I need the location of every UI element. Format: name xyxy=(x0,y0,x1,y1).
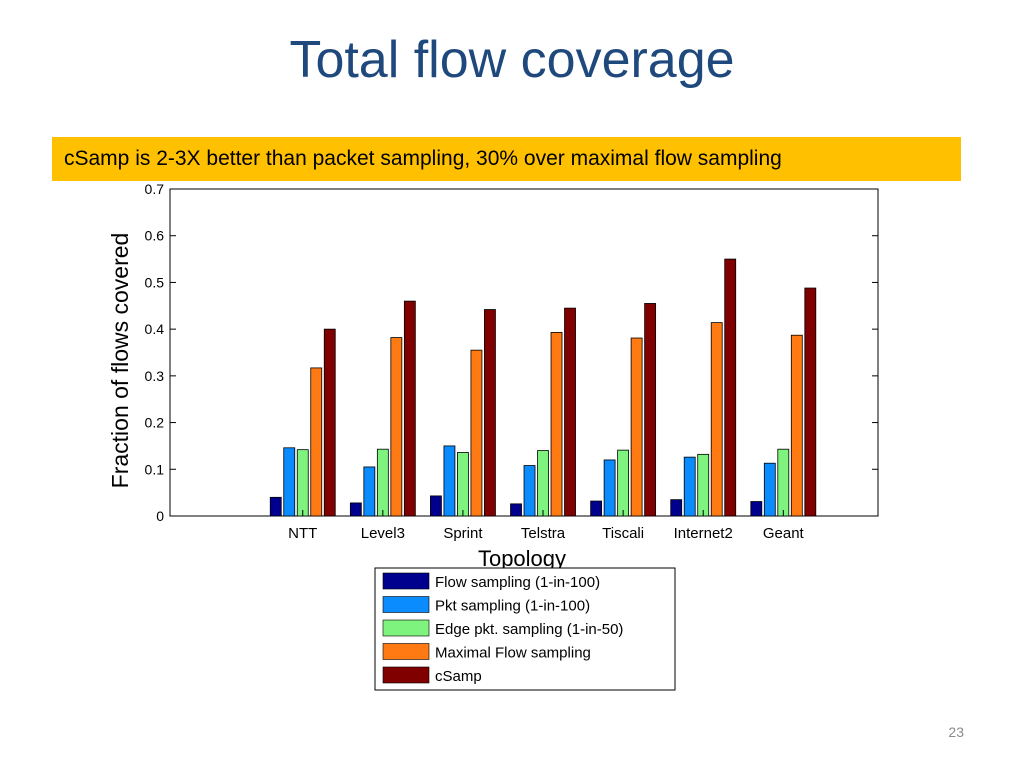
bar-tiscali-4 xyxy=(630,337,643,517)
bar-sprint-5 xyxy=(484,309,496,517)
bar-ntt-2 xyxy=(283,447,296,517)
y-tick-label: 0.6 xyxy=(145,228,165,244)
bar-level3-2 xyxy=(363,466,376,517)
bar-tiscali-2 xyxy=(603,459,616,517)
bar-sprint-2 xyxy=(443,445,456,517)
bar-ntt-5 xyxy=(323,328,336,517)
legend-swatch xyxy=(382,619,430,637)
y-tick-label: 0.1 xyxy=(145,461,165,477)
bar-telstra-4 xyxy=(550,332,563,517)
bar-ntt-1 xyxy=(269,496,282,517)
legend-label: cSamp xyxy=(435,668,482,685)
bar-internet2-3 xyxy=(697,453,710,517)
y-axis-label: Fraction of flows covered xyxy=(107,233,133,489)
bar-geant-5 xyxy=(804,287,817,517)
bar-internet2-4 xyxy=(710,322,723,517)
legend-swatch xyxy=(382,572,430,590)
x-tick-label: Telstra xyxy=(521,525,566,542)
page-number: 23 xyxy=(948,724,964,740)
legend-swatch xyxy=(382,596,430,613)
y-tick-label: 0.4 xyxy=(145,321,165,337)
legend-swatch xyxy=(382,643,430,660)
bar-tiscali-1 xyxy=(590,500,603,517)
slide-title: Total flow coverage xyxy=(289,31,735,89)
banner-text: cSamp is 2-3X better than packet samplin… xyxy=(64,147,782,170)
x-tick-label: Sprint xyxy=(443,525,483,542)
plot-layer: 0 0.1 0.2 0.3 0.4 0.5 0.6 0.7 NTT Level3 Sprint Tel… xyxy=(107,181,879,571)
bar-tiscali-5 xyxy=(644,303,657,517)
y-tick-label: 0.5 xyxy=(145,274,165,290)
bar-ntt-4 xyxy=(310,367,323,517)
bar-internet2-1 xyxy=(670,499,683,517)
x-tick-label: Geant xyxy=(763,525,805,542)
legend-label: Pkt sampling (1-in-100) xyxy=(435,598,590,615)
x-tick-label: Tiscali xyxy=(602,525,644,542)
legend-label: Flow sampling (1-in-100) xyxy=(435,574,600,591)
y-tick-label: 0.7 xyxy=(145,181,165,197)
bar-internet2-2 xyxy=(683,456,696,517)
bar-sprint-1 xyxy=(430,495,442,517)
highlight-banner: cSamp is 2-3X better than packet samplin… xyxy=(52,137,961,181)
legend-label: Maximal Flow sampling xyxy=(435,645,591,662)
bar-level3-3 xyxy=(376,448,389,517)
y-tick-label: 0.2 xyxy=(145,415,165,431)
bar-ntt-3 xyxy=(296,449,309,517)
legend-swatch xyxy=(382,666,430,684)
bar-level3-5 xyxy=(403,300,416,517)
bar-geant-1 xyxy=(750,501,763,517)
x-tick-label: Level3 xyxy=(361,525,405,542)
bar-sprint-4 xyxy=(470,349,483,517)
bar-internet2-5 xyxy=(724,258,737,517)
bar-level3-4 xyxy=(390,337,403,517)
bar-geant-2 xyxy=(763,462,776,517)
bar-telstra-5 xyxy=(564,307,576,517)
y-tick-label: 0 xyxy=(156,508,164,524)
bar-geant-4 xyxy=(790,334,803,517)
chart-legend: Flow sampling (1-in-100) Pkt sampling (1-… xyxy=(374,567,676,691)
bar-level3-1 xyxy=(349,502,362,517)
bar-telstra-1 xyxy=(510,503,522,517)
bar-telstra-3 xyxy=(537,450,549,517)
bar-tiscali-3 xyxy=(617,449,630,517)
y-tick-label: 0.3 xyxy=(145,368,165,384)
bar-sprint-3 xyxy=(457,452,469,517)
bar-geant-3 xyxy=(777,448,790,517)
x-tick-label: Internet2 xyxy=(674,525,733,542)
bar-telstra-2 xyxy=(523,465,536,517)
x-axis-label: Topology xyxy=(478,546,566,571)
legend-label: Edge pkt. sampling (1-in-50) xyxy=(435,621,623,638)
x-tick-label: NTT xyxy=(288,525,317,542)
